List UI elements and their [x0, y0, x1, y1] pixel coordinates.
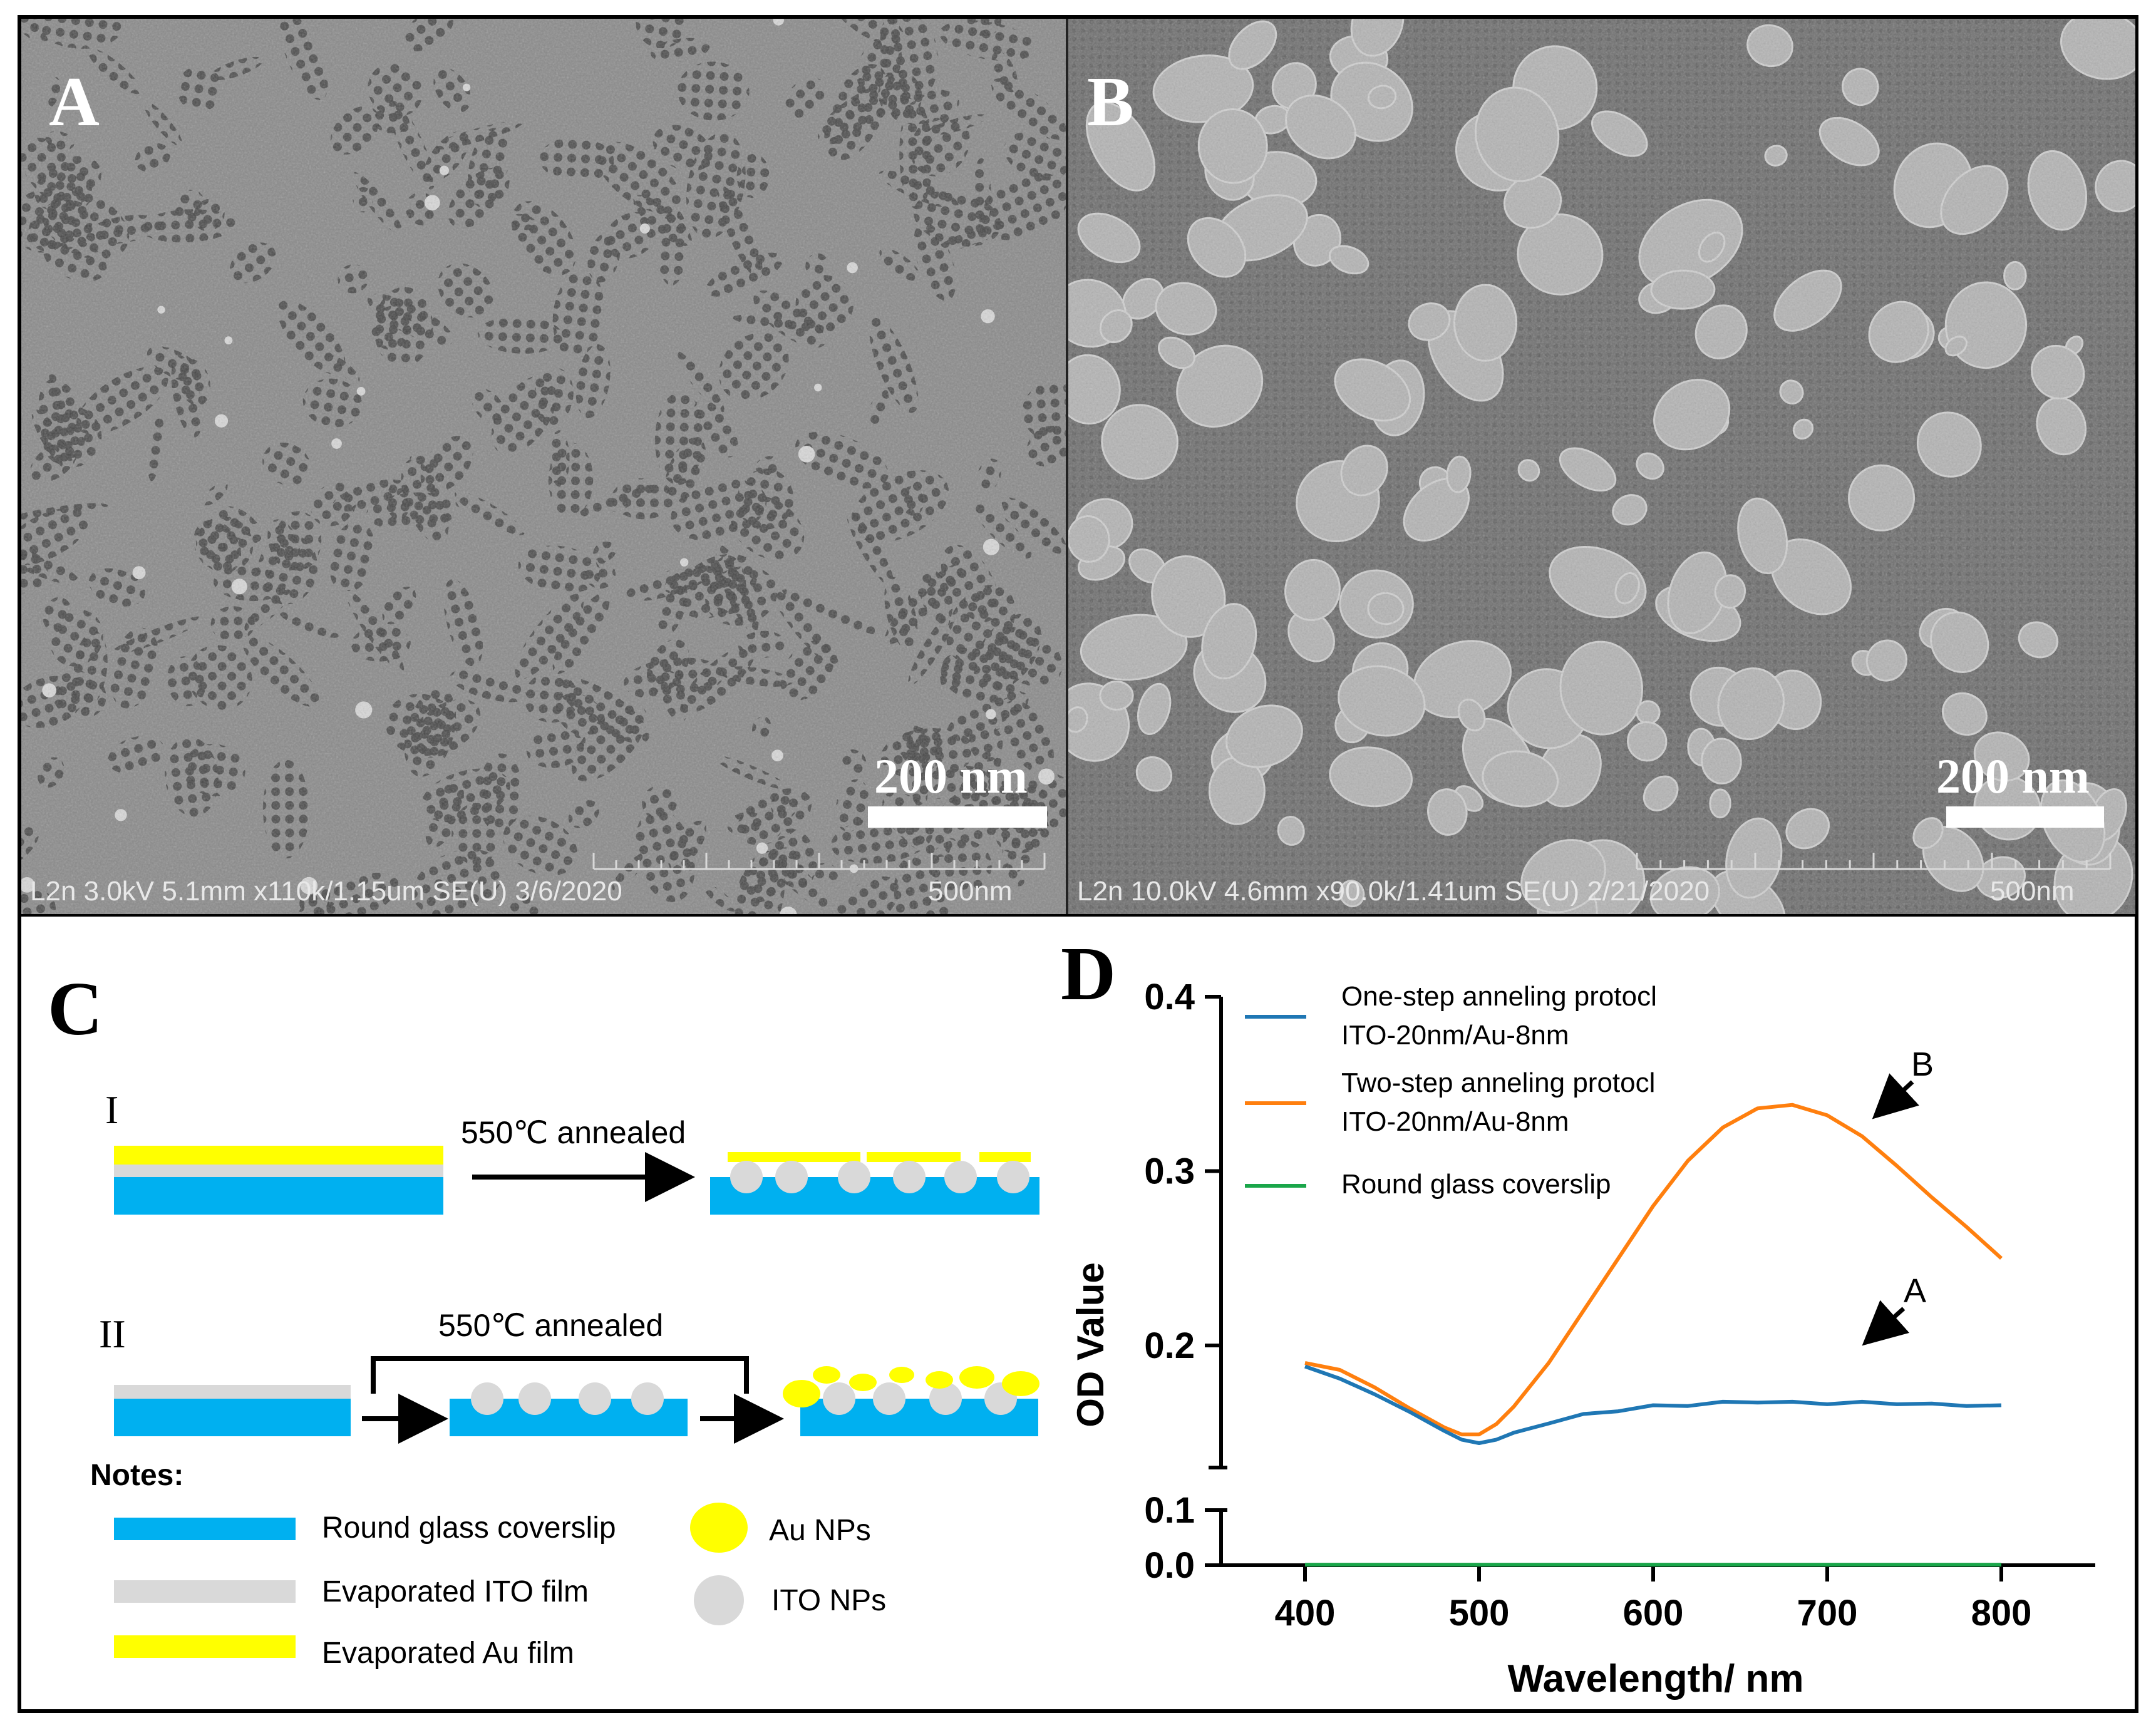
- annotation-arrow-b: [1872, 1073, 1919, 1119]
- sem-info-scale-a: 500nm: [928, 876, 1013, 907]
- annotation-label-a: A: [1904, 1272, 1926, 1310]
- y-tick-label: 0.2: [1144, 1325, 1195, 1366]
- x-tick-label: 700: [1797, 1593, 1858, 1633]
- x-tick-label: 600: [1623, 1593, 1684, 1633]
- schematic-panel-c: C I 550℃ annealed II 550℃ annealed: [48, 967, 1039, 1670]
- au-film-segment: [728, 1152, 860, 1162]
- y-tick-label: 0.4: [1144, 977, 1195, 1017]
- legend-label-line1: One-step anneling protocl: [1341, 981, 1657, 1012]
- glass-coverslip-layer: [710, 1177, 1039, 1215]
- legend-label-au-film: Evaporated Au film: [322, 1637, 574, 1670]
- sem-info-bar-b: L2n 10.0kV 4.6mm x90.0k/1.41um SE(U) 2/2…: [1077, 876, 1710, 907]
- ito-nanoparticle: [471, 1382, 503, 1415]
- au-film-segment: [979, 1152, 1031, 1162]
- sem-b-noise: [1067, 19, 2135, 915]
- scale-bar-a: [868, 806, 1047, 828]
- legend-label-line2: ITO-20nm/Au-8nm: [1341, 1106, 1569, 1137]
- legend-label-line1: Round glass coverslip: [1341, 1169, 1611, 1200]
- ito-nanoparticle: [823, 1382, 855, 1415]
- au-nanoparticle: [849, 1374, 877, 1391]
- legend-label-au-nps: Au NPs: [769, 1514, 871, 1547]
- ito-nanoparticles: [471, 1382, 664, 1415]
- au-nanoparticle: [926, 1371, 953, 1389]
- legend-label-line1: Two-step anneling protocl: [1341, 1067, 1655, 1098]
- scale-bar-label-b: 200 nm: [1936, 749, 2090, 803]
- legend-label-ito-film: Evaporated ITO film: [322, 1575, 589, 1608]
- legend-swatch-ito-film: [114, 1580, 296, 1603]
- chart-series: [1304, 1103, 2003, 1567]
- ito-nanoparticle: [730, 1161, 763, 1193]
- y-tick-label: 0.1: [1144, 1490, 1195, 1531]
- y-tick-label: 0.0: [1144, 1545, 1195, 1586]
- route-ii-middle-substrate: [450, 1382, 688, 1436]
- legend-label-glass: Round glass coverslip: [322, 1511, 616, 1545]
- sem-a-noise: [21, 19, 1067, 915]
- ito-film-layer: [114, 1165, 443, 1177]
- au-nanoparticle: [813, 1366, 840, 1384]
- y-tick-label: 0.3: [1144, 1151, 1195, 1192]
- x-tick-label: 500: [1449, 1593, 1510, 1633]
- chart-legend: One-step anneling protocl ITO-20nm/Au-8nm…: [1245, 981, 1657, 1200]
- au-nanoparticle: [889, 1367, 914, 1383]
- ito-film-layer: [114, 1385, 351, 1399]
- au-nanoparticles: [783, 1366, 1039, 1407]
- ito-nanoparticle: [929, 1382, 962, 1415]
- glass-coverslip-layer: [114, 1399, 351, 1436]
- annealing-label-route-i: 550℃ annealed: [461, 1115, 686, 1150]
- sem-info-bar-a: L2n 3.0kV 5.1mm x110k/1.15um SE(U) 3/6/2…: [30, 876, 622, 907]
- ito-nanoparticles: [730, 1161, 1029, 1193]
- au-nanoparticle: [783, 1380, 820, 1407]
- ito-nanoparticle: [873, 1382, 905, 1415]
- series-line-two-step: [1304, 1103, 2003, 1437]
- ito-nanoparticle: [893, 1161, 926, 1193]
- notes-title: Notes:: [90, 1459, 183, 1492]
- legend-label-ito-nps: ITO NPs: [771, 1584, 886, 1617]
- legend-swatch-au-nps: [690, 1503, 748, 1553]
- panel-letter-c: C: [48, 967, 103, 1051]
- panel-letter-b: B: [1087, 63, 1134, 141]
- route-i-start-substrate: [114, 1146, 443, 1215]
- x-axis-label: Wavelength/ nm: [1507, 1657, 1803, 1700]
- x-tick-label: 800: [1971, 1593, 2032, 1633]
- series-line-one-step: [1304, 1364, 2002, 1445]
- chart-panel-d: D 0.4 0.3 0.2 0.1 0.0 400 500 600 700 800 One-ste…: [1061, 932, 2095, 1700]
- ito-nanoparticle: [579, 1382, 611, 1415]
- route-label-ii: II: [99, 1312, 126, 1356]
- au-nanoparticle: [959, 1366, 994, 1389]
- scale-bar-b: [1946, 806, 2104, 828]
- legend-swatch-au-film: [114, 1635, 296, 1658]
- ito-nanoparticle: [838, 1161, 870, 1193]
- panel-letter-a: A: [49, 63, 100, 141]
- scale-bar-label-a: 200 nm: [874, 749, 1028, 803]
- panel-letter-d: D: [1061, 932, 1116, 1016]
- au-nanoparticle: [1002, 1371, 1039, 1396]
- annealing-label-route-ii: 550℃ annealed: [438, 1308, 663, 1343]
- ito-nanoparticle: [775, 1161, 808, 1193]
- y-axis-label: OD Value: [1070, 1262, 1112, 1427]
- ito-nanoparticle: [518, 1382, 551, 1415]
- ito-nanoparticle: [997, 1161, 1029, 1193]
- ito-nanoparticle: [944, 1161, 977, 1193]
- legend-label-line2: ITO-20nm/Au-8nm: [1341, 1020, 1569, 1051]
- annotation-label-b: B: [1911, 1046, 1934, 1083]
- route-label-i: I: [105, 1088, 118, 1132]
- info-ruler-b: [1636, 853, 2112, 870]
- au-film-layer: [114, 1146, 443, 1165]
- au-film-segment: [867, 1152, 961, 1162]
- glass-coverslip-layer: [114, 1177, 443, 1215]
- ito-nanoparticle: [631, 1382, 664, 1415]
- x-tick-label: 400: [1275, 1593, 1336, 1633]
- info-ruler-a: [592, 853, 1046, 870]
- route-ii-result-substrate: [783, 1366, 1039, 1436]
- sem-panel-b: [1067, 19, 2135, 915]
- legend-swatch-ito-nps: [694, 1575, 744, 1625]
- route-ii-bracket: [371, 1356, 749, 1394]
- annotation-arrow-a: [1862, 1300, 1910, 1346]
- legend-swatch-glass: [114, 1518, 296, 1540]
- route-i-result-substrate: [710, 1152, 1039, 1215]
- route-ii-start-substrate: [114, 1385, 351, 1436]
- sem-info-scale-b: 500nm: [1990, 876, 2075, 907]
